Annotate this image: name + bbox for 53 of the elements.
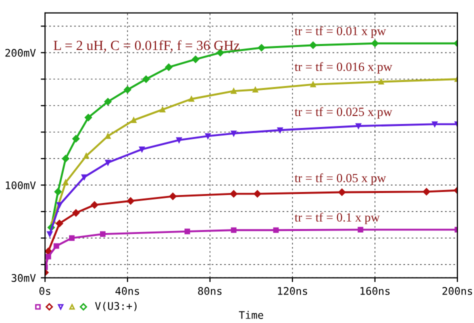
point xyxy=(104,98,112,106)
point xyxy=(54,188,62,196)
series-label: tr = tf = 0.1 x pw xyxy=(294,212,380,224)
x-tick-label: 160ns xyxy=(360,287,390,295)
point xyxy=(165,64,172,71)
point xyxy=(124,86,132,94)
x-tick-label: 80ns xyxy=(198,287,222,295)
point xyxy=(62,154,70,162)
point xyxy=(254,190,262,198)
y-tick-label: 200mV xyxy=(5,48,36,57)
point xyxy=(105,133,111,139)
point xyxy=(338,188,346,196)
point xyxy=(258,44,266,52)
text: V(U3:+) xyxy=(95,302,137,312)
point xyxy=(90,201,98,209)
point xyxy=(130,117,136,123)
x-tick-label: 200ns xyxy=(442,287,472,295)
x-tick-label: 40ns xyxy=(115,287,140,295)
point xyxy=(422,188,430,196)
point xyxy=(371,40,379,48)
y-tick-label: 100mV xyxy=(6,181,36,190)
point xyxy=(72,209,80,217)
point xyxy=(72,135,80,142)
point xyxy=(252,86,258,93)
point xyxy=(45,248,52,255)
point xyxy=(230,88,236,94)
x-tick-label: 0s xyxy=(39,287,50,295)
point xyxy=(46,254,52,260)
series-label: tr = tf = 0.016 x pw xyxy=(294,62,392,74)
x-axis-title: Time xyxy=(238,310,264,319)
annotation: L = 2 uH, C = 0.01fF, f = 36 GHz xyxy=(54,40,240,52)
point xyxy=(139,146,145,152)
point xyxy=(142,75,150,83)
point xyxy=(273,227,279,233)
point xyxy=(230,227,236,233)
point xyxy=(56,220,64,228)
point xyxy=(169,192,177,200)
point xyxy=(100,231,106,237)
x-tick-label: 120ns xyxy=(278,287,308,295)
point xyxy=(54,243,60,249)
point xyxy=(126,197,134,205)
point xyxy=(160,106,166,112)
point xyxy=(69,235,75,241)
y-tick-label: 30mV xyxy=(12,274,36,282)
series-label: tr = tf = 0.01 x pw xyxy=(294,26,386,38)
point xyxy=(309,42,317,49)
point xyxy=(230,190,238,198)
series-label: tr = tf = 0.025 x pw xyxy=(294,107,392,119)
point xyxy=(358,226,364,232)
point xyxy=(84,114,92,122)
point xyxy=(184,228,190,234)
point xyxy=(192,56,200,63)
series-label: tr = tf = 0.05 x pw xyxy=(294,173,386,185)
